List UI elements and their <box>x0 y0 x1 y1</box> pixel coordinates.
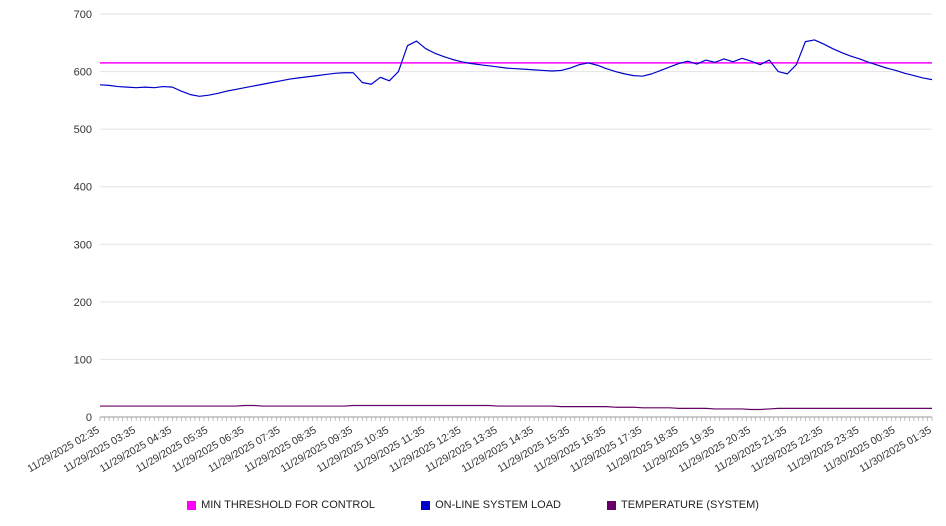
svg-text:200: 200 <box>74 297 92 309</box>
svg-text:600: 600 <box>74 67 92 79</box>
svg-text:0: 0 <box>86 412 92 424</box>
legend-item: MIN THRESHOLD FOR CONTROL <box>187 499 375 511</box>
svg-text:300: 300 <box>74 239 92 251</box>
legend-swatch <box>606 500 616 510</box>
svg-text:700: 700 <box>74 9 92 21</box>
legend-swatch <box>421 500 431 510</box>
legend-label: ON-LINE SYSTEM LOAD <box>435 499 561 511</box>
svg-text:400: 400 <box>74 182 92 194</box>
legend-label: TEMPERATURE (SYSTEM) <box>620 499 759 511</box>
legend-item: TEMPERATURE (SYSTEM) <box>606 499 759 511</box>
chart-legend: MIN THRESHOLD FOR CONTROL ON-LINE SYSTEM… <box>0 490 946 520</box>
legend-swatch <box>187 500 197 510</box>
svg-text:500: 500 <box>74 124 92 136</box>
svg-text:100: 100 <box>74 354 92 366</box>
legend-item: ON-LINE SYSTEM LOAD <box>421 499 561 511</box>
legend-label: MIN THRESHOLD FOR CONTROL <box>201 499 376 511</box>
